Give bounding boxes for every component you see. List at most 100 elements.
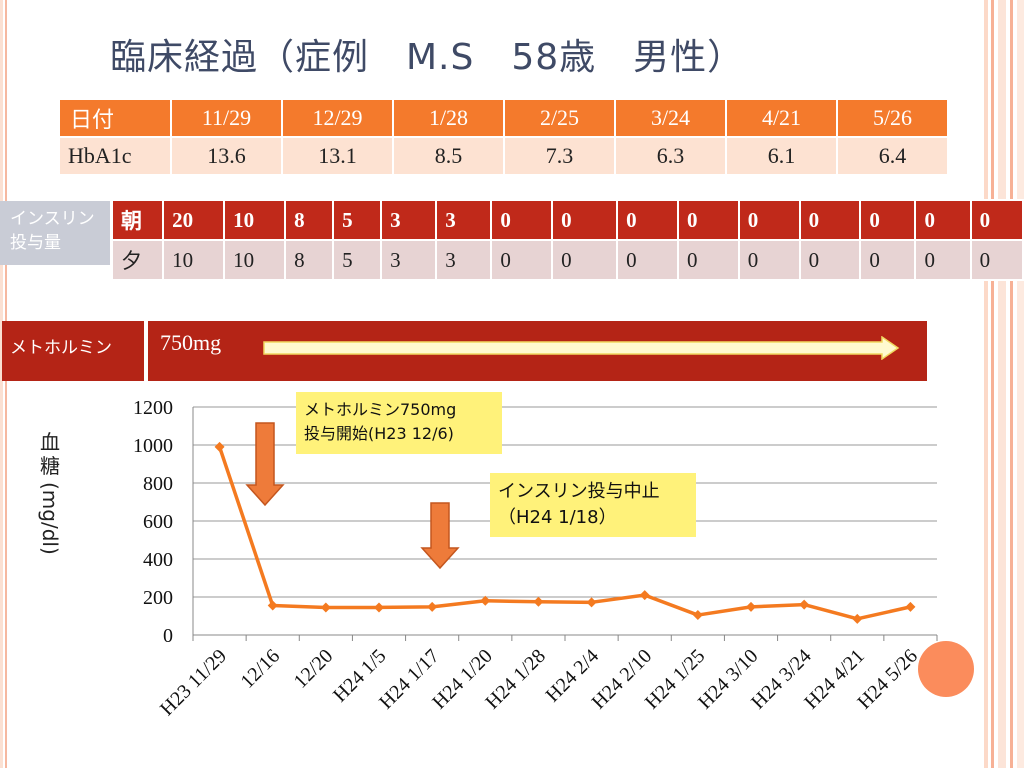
data-point [586, 597, 597, 608]
x-tick-label: 12/16 [236, 645, 284, 693]
y-tick-label: 0 [163, 625, 173, 647]
hba1c-header-row: 日付 11/29 12/29 1/28 2/25 3/24 4/21 5/26 [58, 98, 949, 138]
date-header-label: 日付 [58, 98, 172, 138]
hba1c-cell: 8.5 [392, 136, 505, 176]
insulin-evening-cell: 0 [798, 239, 862, 281]
glucose-series-line [217, 446, 911, 621]
insulin-morning-cell: 0 [551, 199, 619, 241]
annotation-line: メトホルミン750mg [304, 400, 457, 419]
x-tick-label: H24 1/28 [481, 645, 550, 714]
metformin-label: メトホルミン [2, 321, 146, 381]
insulin-stop-annotation: インスリン投与中止 （H24 1/18） [490, 473, 696, 537]
left-accent-bar [0, 0, 10, 768]
insulin-evening-row: 夕 10 10 8 5 3 3 0 0 0 0 0 0 0 0 0 [110, 239, 1024, 281]
insulin-morning-cell: 0 [737, 199, 801, 241]
right-decorative-stripes [984, 0, 1024, 768]
insulin-morning-cell: 3 [435, 199, 493, 241]
date-cell: 2/25 [503, 98, 616, 138]
page-title: 臨床経過（症例 M.S 58歳 男性） [110, 37, 745, 78]
insulin-evening-cell: 0 [914, 239, 972, 281]
morning-label: 朝 [110, 199, 165, 241]
data-point [799, 599, 810, 610]
y-tick-label: 1000 [133, 435, 173, 457]
y-axis-label: 血 糖 (mg/dl) [32, 430, 68, 555]
hba1c-value-row: HbA1c 13.6 13.1 8.5 7.3 6.3 6.1 6.4 [58, 136, 949, 176]
insulin-morning-cell: 3 [380, 199, 438, 241]
hba1c-table: 日付 11/29 12/29 1/28 2/25 3/24 4/21 5/26 … [58, 98, 949, 176]
hba1c-cell: 7.3 [503, 136, 616, 176]
insulin-evening-cell: 0 [859, 239, 917, 281]
data-point [746, 601, 756, 612]
down-arrow-icon [420, 502, 460, 570]
data-point [374, 602, 384, 613]
insulin-morning-cell: 0 [676, 199, 740, 241]
hba1c-cell: 13.6 [170, 136, 283, 176]
y-axis-label-char: 血 [40, 430, 60, 454]
annotation-line: （H24 1/18） [498, 507, 617, 528]
blood-glucose-chart: 0 200 400 600 800 1000 1200 H23 11/29 12/16 12/20… [133, 397, 938, 720]
evening-label: 夕 [110, 239, 165, 281]
insulin-evening-cell: 0 [616, 239, 679, 281]
insulin-table: 朝 20 10 8 5 3 3 0 0 0 0 0 0 0 0 0 夕 10 10 8 5 3 3 0 0 0 0 0 0 0 0 0 [110, 199, 1024, 281]
annotation-line: インスリン投与中止 [498, 481, 660, 502]
insulin-morning-row: 朝 20 10 8 5 3 3 0 0 0 0 0 0 0 0 0 [110, 199, 1024, 241]
date-cell: 4/21 [725, 98, 838, 138]
insulin-morning-cell: 0 [616, 199, 679, 241]
metformin-arrow-icon [263, 336, 900, 360]
y-axis-label-unit: (mg/dl) [38, 482, 62, 555]
y-tick-label: 200 [143, 587, 173, 609]
insulin-evening-cell: 8 [284, 239, 335, 281]
insulin-morning-cell: 8 [284, 199, 335, 241]
data-point [852, 613, 863, 624]
hba1c-cell: 13.1 [281, 136, 394, 176]
x-tick-label: H24 5/26 [853, 645, 922, 714]
insulin-evening-cell: 0 [737, 239, 801, 281]
hba1c-row-label: HbA1c [58, 136, 172, 176]
insulin-morning-cell: 0 [798, 199, 862, 241]
insulin-morning-cell: 20 [162, 199, 226, 241]
insulin-evening-cell: 0 [490, 239, 554, 281]
insulin-dose-label: インスリン投与量 [0, 201, 110, 265]
hba1c-cell: 6.4 [836, 136, 949, 176]
insulin-evening-cell: 5 [332, 239, 383, 281]
data-point [639, 590, 650, 601]
metformin-start-annotation: メトホルミン750mg 投与開始(H23 12/6) [296, 392, 502, 454]
insulin-morning-cell: 10 [223, 199, 287, 241]
y-axis-label-char: 糖 [40, 454, 60, 478]
insulin-evening-cell: 3 [435, 239, 493, 281]
insulin-evening-cell: 0 [969, 239, 1024, 281]
insulin-morning-cell: 0 [914, 199, 972, 241]
y-tick-label: 600 [143, 511, 173, 533]
date-cell: 3/24 [614, 98, 727, 138]
insulin-morning-cell: 0 [490, 199, 554, 241]
x-tick-label: 12/20 [290, 645, 338, 693]
hba1c-cell: 6.3 [614, 136, 727, 176]
insulin-evening-cell: 10 [223, 239, 287, 281]
insulin-evening-cell: 0 [551, 239, 619, 281]
data-point [533, 596, 544, 607]
x-tick-label: H23 11/29 [156, 645, 231, 720]
data-point [267, 600, 278, 611]
y-tick-label: 400 [143, 549, 173, 571]
data-point [320, 602, 331, 613]
date-cell: 12/29 [281, 98, 394, 138]
insulin-evening-cell: 10 [162, 239, 226, 281]
data-point [480, 595, 491, 606]
down-arrow-icon [245, 422, 285, 507]
insulin-morning-cell: 0 [859, 199, 917, 241]
date-cell: 1/28 [392, 98, 505, 138]
insulin-morning-cell: 0 [969, 199, 1024, 241]
date-cell: 5/26 [836, 98, 949, 138]
data-point [692, 610, 703, 621]
y-tick-label: 1200 [133, 397, 173, 419]
hba1c-cell: 6.1 [725, 136, 838, 176]
insulin-evening-cell: 3 [380, 239, 438, 281]
annotation-line: 投与開始(H23 12/6) [304, 424, 454, 443]
y-tick-label: 800 [143, 473, 173, 495]
insulin-morning-cell: 5 [332, 199, 383, 241]
insulin-evening-cell: 0 [676, 239, 740, 281]
data-point [427, 601, 438, 612]
decorative-circle [918, 641, 974, 697]
date-cell: 11/29 [170, 98, 283, 138]
data-point [905, 601, 916, 612]
